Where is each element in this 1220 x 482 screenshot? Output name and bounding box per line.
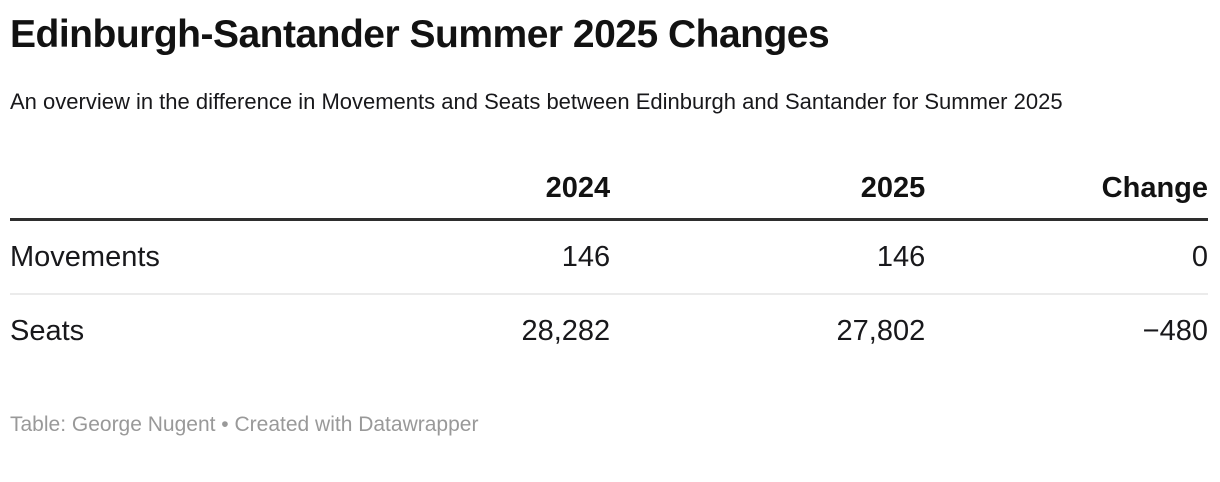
page-title: Edinburgh-Santander Summer 2025 Changes [10,13,830,56]
table-header-row: 2024 2025 Change [10,171,1208,221]
row-label: Seats [10,315,85,347]
cell-seats-change: −480 [1142,315,1208,347]
cell-seats-2024: 28,282 [521,315,611,347]
row-label: Movements [10,219,310,295]
column-header-change: Change [925,171,1208,221]
data-table: 2024 2025 Change Movements 146 146 0 Sea… [10,171,1208,367]
cell-movements-2024: 146 [309,219,611,295]
table-row-seats: Seats 28,282 27,802 −480 [10,294,1208,367]
column-header-blank [10,171,310,221]
column-header-2024: 2024 [309,171,611,221]
cell-movements-change: 0 [925,219,1208,295]
cell-movements-2025: 146 [610,219,926,295]
table-row-movements: Movements 146 146 0 [10,219,1208,295]
column-header-2025: 2025 [610,171,926,221]
cell-seats-2025: 27,802 [836,315,926,347]
page-subtitle: An overview in the difference in Movemen… [10,89,1063,114]
footer-credit: Table: George Nugent • Created with Data… [10,413,479,436]
